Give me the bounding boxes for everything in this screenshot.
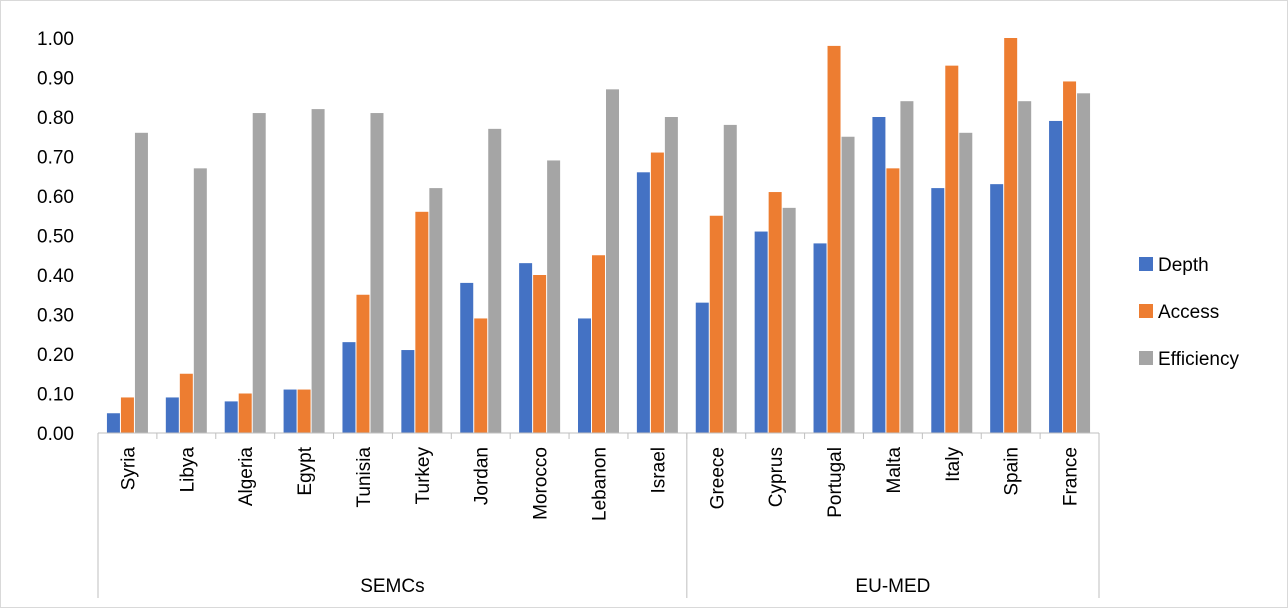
y-tick-label: 0.60 bbox=[37, 187, 74, 208]
legend-swatch-efficiency bbox=[1139, 351, 1153, 365]
bar-depth-turkey bbox=[401, 350, 415, 433]
bar-access-israel bbox=[650, 152, 664, 434]
x-tick-label: Malta bbox=[884, 447, 905, 494]
bar-depth-malta bbox=[872, 117, 886, 433]
y-tick-label: 0.40 bbox=[37, 266, 74, 287]
bar-efficiency-algeria bbox=[252, 113, 266, 434]
bar-access-portugal bbox=[827, 45, 841, 434]
legend-label-access: Access bbox=[1158, 302, 1219, 323]
x-tick-label: Tunisia bbox=[354, 447, 375, 508]
x-tick-label: France bbox=[1061, 447, 1082, 506]
bar-depth-jordan bbox=[460, 282, 474, 433]
bar-efficiency-malta bbox=[900, 101, 914, 433]
legend: Depth Access Efficiency bbox=[1139, 255, 1239, 370]
x-tick-label: Israel bbox=[648, 447, 669, 493]
legend-label-depth: Depth bbox=[1158, 255, 1209, 276]
bar-efficiency-tunisia bbox=[370, 113, 384, 434]
bar-efficiency-syria bbox=[134, 132, 148, 434]
bar-depth-libya bbox=[165, 397, 179, 433]
bar-access-malta bbox=[886, 168, 900, 433]
bar-depth-italy bbox=[931, 188, 945, 433]
y-tick-label: 0.70 bbox=[37, 148, 74, 169]
bar-depth-israel bbox=[636, 172, 650, 434]
x-tick-label: Spain bbox=[1002, 447, 1023, 496]
bars bbox=[106, 38, 1091, 434]
x-tick-label: Lebanon bbox=[590, 447, 611, 521]
axes bbox=[97, 432, 1100, 598]
bar-efficiency-egypt bbox=[311, 109, 325, 433]
bar-access-tunisia bbox=[356, 294, 370, 433]
bar-depth-egypt bbox=[283, 389, 297, 433]
y-tick-label: 0.50 bbox=[37, 227, 74, 248]
bar-efficiency-spain bbox=[1018, 101, 1032, 433]
bar-depth-tunisia bbox=[342, 342, 356, 433]
bar-efficiency-libya bbox=[193, 168, 207, 433]
bar-depth-algeria bbox=[224, 401, 238, 433]
bar-access-morocco bbox=[533, 275, 547, 433]
bar-depth-france bbox=[1049, 120, 1063, 433]
y-tick-label: 0.20 bbox=[37, 345, 74, 366]
bar-access-jordan bbox=[474, 318, 488, 433]
y-tick-label: 0.30 bbox=[37, 306, 74, 327]
bar-efficiency-jordan bbox=[488, 128, 502, 433]
bar-efficiency-greece bbox=[723, 124, 737, 434]
group-label-semcs: SEMCs bbox=[360, 576, 424, 597]
legend-label-efficiency: Efficiency bbox=[1158, 349, 1239, 370]
bar-access-france bbox=[1063, 81, 1077, 433]
bar-access-lebanon bbox=[592, 255, 605, 433]
y-axis-tick-labels: 0.00 0.10 0.20 0.30 0.40 0.50 0.60 0.70 0.80 0.90… bbox=[37, 29, 74, 445]
bar-efficiency-italy bbox=[959, 132, 973, 434]
x-tick-label: Cyprus bbox=[766, 447, 787, 507]
bar-efficiency-cyprus bbox=[782, 207, 796, 433]
bar-access-italy bbox=[945, 65, 959, 434]
bar-access-turkey bbox=[415, 211, 429, 433]
bar-depth-portugal bbox=[813, 243, 827, 433]
bar-efficiency-lebanon bbox=[606, 89, 619, 433]
x-axis-tick-labels: Syria Libya Algeria Egypt Tunisia Turkey Jorda… bbox=[118, 446, 1081, 521]
x-axis-group-labels: SEMCs EU-MED bbox=[360, 576, 930, 597]
x-tick-label: Turkey bbox=[413, 447, 434, 505]
x-tick-label: Portugal bbox=[825, 447, 846, 518]
y-tick-label: 1.00 bbox=[37, 29, 74, 50]
bar-access-cyprus bbox=[768, 192, 782, 433]
bar-depth-syria bbox=[106, 413, 120, 433]
bar-access-greece bbox=[709, 215, 723, 433]
y-tick-label: 0.80 bbox=[37, 108, 74, 129]
x-tick-label: Italy bbox=[943, 447, 964, 482]
bar-depth-morocco bbox=[519, 263, 533, 433]
x-tick-label: Jordan bbox=[472, 447, 493, 505]
bar-access-algeria bbox=[238, 393, 252, 433]
bar-access-egypt bbox=[297, 389, 311, 433]
bar-access-syria bbox=[120, 397, 134, 433]
bar-efficiency-morocco bbox=[547, 160, 561, 433]
bar-efficiency-israel bbox=[664, 117, 678, 433]
y-tick-label: 0.10 bbox=[37, 385, 74, 406]
bar-access-spain bbox=[1004, 38, 1018, 433]
group-label-eu-med: EU-MED bbox=[855, 576, 930, 597]
x-tick-label: Morocco bbox=[531, 447, 552, 520]
bar-efficiency-portugal bbox=[841, 136, 855, 433]
legend-swatch-access bbox=[1139, 304, 1153, 318]
x-tick-label: Egypt bbox=[295, 446, 316, 495]
x-tick-label: Libya bbox=[177, 447, 198, 493]
x-tick-label: Greece bbox=[707, 447, 728, 509]
bar-efficiency-turkey bbox=[429, 188, 443, 433]
bar-depth-greece bbox=[695, 302, 709, 433]
x-tick-label: Syria bbox=[118, 447, 139, 491]
bar-access-libya bbox=[179, 373, 193, 433]
bar-efficiency-france bbox=[1077, 93, 1091, 434]
bar-depth-lebanon bbox=[578, 318, 591, 433]
x-tick-label: Algeria bbox=[236, 447, 257, 507]
bar-depth-spain bbox=[990, 184, 1004, 433]
bar-depth-cyprus bbox=[754, 231, 768, 433]
y-tick-label: 0.90 bbox=[37, 69, 74, 90]
legend-swatch-depth bbox=[1139, 257, 1153, 271]
y-tick-label: 0.00 bbox=[37, 424, 74, 445]
